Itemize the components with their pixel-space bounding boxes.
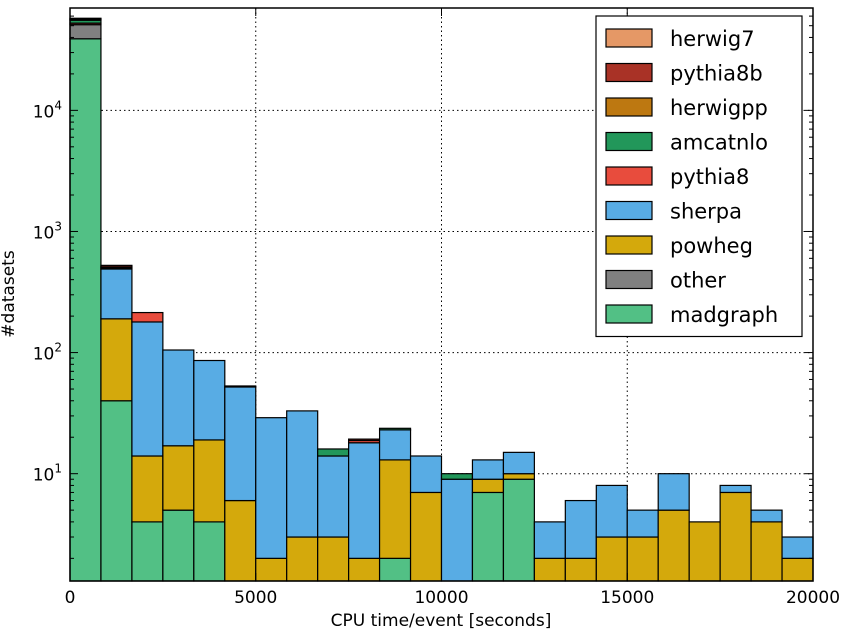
legend-swatch-other	[605, 269, 653, 290]
bar-segment-pythia8	[131, 311, 164, 323]
bar-segment-powheg	[750, 521, 783, 582]
bar-segment-powheg	[348, 557, 381, 582]
bar-segment-madgraph	[193, 521, 226, 582]
bar-segment-powheg	[564, 557, 597, 582]
bar-segment-sherpa	[440, 478, 474, 582]
bar-segment-powheg	[688, 521, 721, 582]
bar-segment-powheg	[317, 536, 350, 582]
bar-segment-powheg	[502, 473, 535, 480]
bar-segment-sherpa	[595, 484, 628, 538]
bar-segment-amcatnlo	[378, 427, 412, 431]
y-tick-label: 103	[33, 219, 62, 243]
legend: herwig7 pythia8b herwigpp amcatnlo pythia8 sh…	[595, 15, 803, 338]
y-axis-label: #datasets	[0, 250, 19, 338]
legend-label-madgraph: madgraph	[670, 303, 778, 327]
bar-segment-powheg	[781, 557, 814, 582]
bar-segment-powheg	[286, 536, 319, 582]
bar-segment-powheg	[255, 557, 288, 582]
bar-segment-pythia8b	[348, 438, 381, 442]
bar-segment-sherpa	[564, 499, 597, 559]
legend-label-amcatnlo: amcatnlo	[670, 131, 768, 155]
bar-segment-sherpa	[657, 473, 690, 511]
bar-segment-sherpa	[317, 455, 350, 538]
x-tick-label: 5000	[234, 588, 277, 608]
bar-segment-powheg	[595, 536, 628, 582]
bar-segment-sherpa	[502, 451, 535, 475]
bar-segment-other	[69, 24, 102, 40]
legend-label-pythia8: pythia8	[670, 165, 749, 189]
bar-segment-sherpa	[348, 442, 381, 559]
bar-segment-sherpa	[131, 321, 164, 457]
bar-segment-sherpa	[626, 509, 659, 538]
bar-segment-powheg	[162, 445, 195, 511]
bar-segment-herwigpp	[224, 385, 257, 388]
bar-segment-madgraph	[502, 478, 535, 582]
bar-segment-sherpa	[378, 429, 412, 461]
bar-segment-powheg	[533, 557, 566, 582]
bar-segment-powheg	[626, 536, 659, 582]
bar-segment-madgraph	[471, 491, 505, 582]
bar-segment-madgraph	[69, 38, 102, 582]
legend-label-herwig7: herwig7	[670, 27, 755, 51]
legend-swatch-herwig7	[605, 28, 653, 48]
bar-segment-sherpa	[162, 349, 195, 447]
legend-label-other: other	[670, 269, 726, 293]
legend-swatch-powheg	[605, 235, 653, 255]
bar-segment-madgraph	[100, 400, 133, 582]
legend-label-powheg: powheg	[670, 234, 753, 258]
bar-segment-sherpa	[286, 410, 319, 538]
y-tick-label: 101	[33, 462, 62, 486]
bar-segment-sherpa	[409, 455, 443, 494]
bar-segment-powheg	[409, 491, 443, 582]
y-tick-label: 104	[33, 98, 62, 122]
legend-swatch-madgraph	[605, 304, 653, 324]
legend-swatch-sherpa	[605, 200, 653, 221]
bar-segment-madgraph	[378, 557, 412, 582]
bar-segment-pythia8b	[100, 264, 133, 268]
bar-segment-madgraph	[131, 521, 164, 582]
bar-segment-powheg	[100, 318, 133, 402]
legend-label-sherpa: sherpa	[670, 200, 742, 224]
legend-swatch-pythia8b	[605, 62, 653, 83]
bar-segment-powheg	[657, 509, 690, 582]
bar-segment-madgraph	[162, 509, 195, 582]
legend-label-herwigpp: herwigpp	[670, 96, 768, 120]
x-tick-label: 10000	[414, 588, 468, 608]
bar-segment-sherpa	[533, 521, 566, 559]
x-axis-label: CPU time/event [seconds]	[331, 611, 552, 631]
bar-segment-powheg	[719, 491, 752, 582]
bar-segment-powheg	[224, 499, 257, 582]
bar-segment-sherpa	[224, 386, 257, 502]
bar-segment-sherpa	[781, 536, 814, 559]
bar-segment-sherpa	[193, 359, 226, 441]
x-tick-label: 0	[65, 588, 76, 608]
legend-label-pythia8b: pythia8b	[670, 62, 763, 86]
x-tick-label: 15000	[600, 588, 654, 608]
bar-segment-amcatnlo	[317, 448, 350, 457]
bars	[69, 17, 814, 582]
y-tick-label: 102	[33, 341, 62, 365]
bar-segment-sherpa	[471, 459, 505, 480]
bar-segment-sherpa	[719, 484, 752, 494]
bar-segment-powheg	[193, 439, 226, 523]
bar-segment-sherpa	[750, 509, 783, 523]
legend-swatch-herwigpp	[605, 97, 653, 117]
axis-ticks: 0 5000 10000 15000 20000 101 102 103 104	[33, 8, 840, 608]
bar-segment-amcatnlo	[440, 473, 474, 480]
bar-segment-powheg	[131, 455, 164, 523]
bar-segment-powheg	[378, 459, 412, 559]
bar-segment-sherpa	[100, 268, 133, 320]
bar-segment-powheg	[471, 478, 505, 494]
legend-swatch-amcatnlo	[605, 131, 653, 152]
x-tick-label: 20000	[786, 588, 840, 608]
bar-segment-sherpa	[255, 417, 288, 559]
legend-swatch-pythia8	[605, 166, 653, 186]
